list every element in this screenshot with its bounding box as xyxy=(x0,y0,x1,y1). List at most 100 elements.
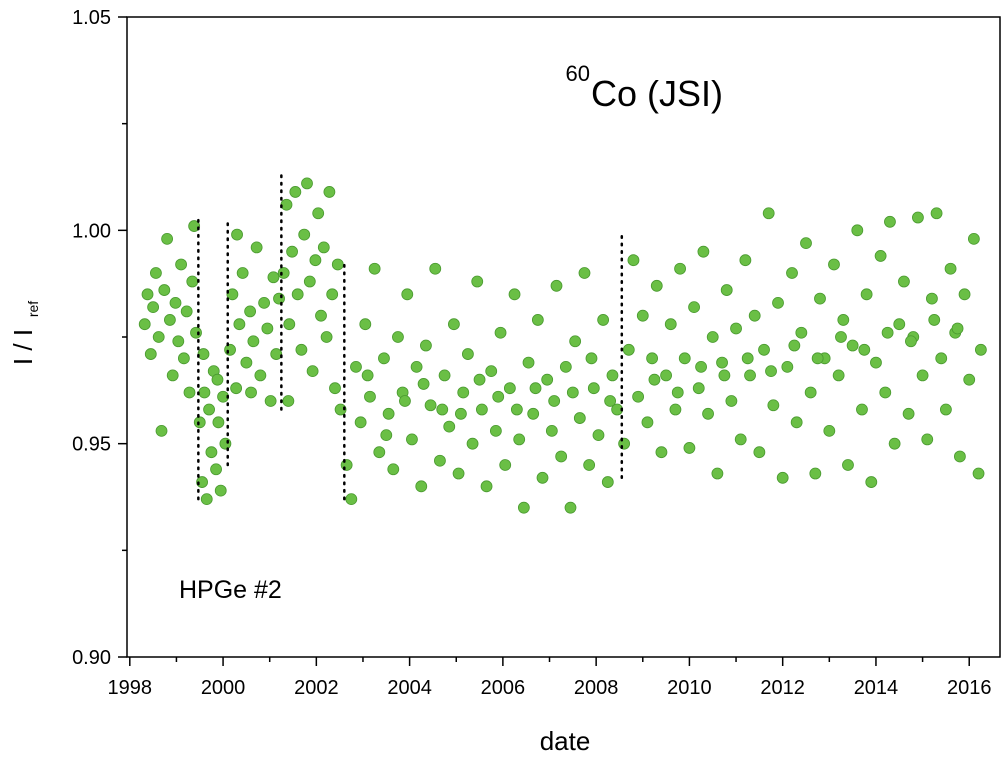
point xyxy=(772,296,784,309)
point xyxy=(382,407,395,420)
point xyxy=(155,424,168,437)
point xyxy=(776,471,789,484)
point xyxy=(224,343,236,356)
point xyxy=(636,309,649,322)
point xyxy=(320,331,333,343)
point xyxy=(436,403,449,416)
point xyxy=(420,339,432,352)
point xyxy=(203,403,215,416)
point xyxy=(795,326,808,339)
point xyxy=(231,228,243,241)
point xyxy=(583,459,596,471)
point xyxy=(870,356,882,369)
point xyxy=(164,314,176,326)
annotation: HPGe #2 xyxy=(179,576,282,604)
point xyxy=(261,322,274,335)
point xyxy=(247,335,260,348)
point xyxy=(688,301,700,314)
point xyxy=(860,288,873,301)
point xyxy=(874,250,887,262)
point xyxy=(592,429,605,442)
point xyxy=(286,245,298,258)
point xyxy=(273,292,285,305)
point xyxy=(958,288,971,301)
point xyxy=(823,424,836,437)
x-tick-label: 2016 xyxy=(947,677,992,699)
point xyxy=(573,412,586,424)
point xyxy=(455,407,467,420)
point xyxy=(387,463,400,476)
point xyxy=(245,386,257,399)
point xyxy=(233,318,246,331)
point xyxy=(627,254,640,267)
point xyxy=(158,284,171,296)
point xyxy=(264,395,277,407)
y-axis-label-group: I / I ref xyxy=(8,301,41,365)
point xyxy=(354,416,367,429)
point xyxy=(734,433,747,446)
point xyxy=(499,459,512,471)
point xyxy=(618,437,631,450)
point xyxy=(622,343,635,356)
point xyxy=(510,403,523,416)
point xyxy=(669,403,682,416)
point xyxy=(359,318,372,331)
point xyxy=(492,390,505,403)
point xyxy=(180,305,193,318)
point xyxy=(597,314,610,326)
point xyxy=(466,437,479,450)
point xyxy=(809,467,822,480)
point xyxy=(211,373,224,386)
point xyxy=(898,275,910,288)
point xyxy=(702,407,714,420)
y-tick-label: 0.90 xyxy=(72,647,111,669)
point xyxy=(329,382,341,395)
point xyxy=(186,275,199,288)
x-tick-label: 2012 xyxy=(760,677,805,699)
point xyxy=(457,386,470,399)
point xyxy=(175,258,187,271)
point xyxy=(291,288,304,301)
point xyxy=(928,314,941,326)
point xyxy=(930,207,943,220)
point xyxy=(188,220,201,232)
point xyxy=(312,207,325,220)
point xyxy=(566,386,579,399)
point xyxy=(277,267,290,279)
point xyxy=(380,429,393,442)
point xyxy=(564,501,577,514)
axes: 1998 2000 2002 2004 2006 2008 2010 2012 2014 2016… xyxy=(72,7,991,699)
point xyxy=(695,360,707,373)
point xyxy=(730,322,742,335)
point xyxy=(559,360,572,373)
point xyxy=(531,314,544,326)
point xyxy=(309,254,322,267)
point xyxy=(884,215,896,228)
point xyxy=(641,416,654,429)
point xyxy=(508,288,521,301)
point xyxy=(967,232,980,245)
point xyxy=(963,373,976,386)
point xyxy=(951,322,964,335)
point xyxy=(655,446,668,459)
point xyxy=(306,365,319,378)
point xyxy=(753,446,766,459)
point xyxy=(210,463,222,476)
point xyxy=(758,343,770,356)
point xyxy=(415,480,428,493)
point xyxy=(331,258,344,271)
point xyxy=(888,437,901,450)
point xyxy=(851,224,864,237)
point xyxy=(283,318,296,331)
point xyxy=(744,369,756,382)
point xyxy=(270,348,283,360)
point xyxy=(762,207,775,220)
x-tick-label: 2010 xyxy=(667,677,712,699)
point xyxy=(517,501,530,514)
x-tick-label: 1998 xyxy=(108,677,153,699)
y-axis-label: I / I xyxy=(8,329,38,365)
point xyxy=(706,331,719,343)
point xyxy=(161,232,174,245)
point xyxy=(692,382,705,395)
point xyxy=(438,369,451,382)
